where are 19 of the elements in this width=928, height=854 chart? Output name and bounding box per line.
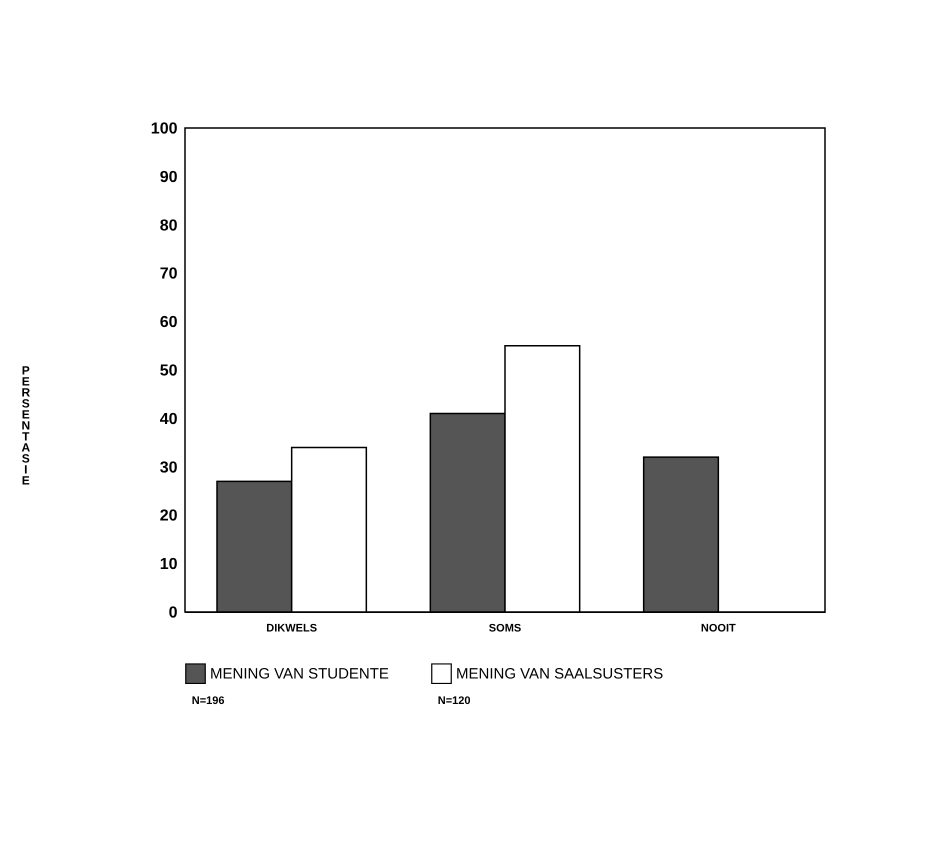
text: N=120 [438, 695, 470, 708]
x-tick-label: NOOIT [700, 622, 736, 634]
legend-label: MENING VAN SAALSUSTERS [456, 666, 664, 683]
text: N=196 [192, 695, 224, 708]
y-tick-label: 0 [168, 604, 178, 622]
text: PERSENTASIE [21, 364, 30, 488]
y-tick-label: 20 [160, 508, 178, 525]
x-tick-label: SOMS [488, 622, 522, 634]
y-tick-label: 80 [160, 217, 178, 234]
y-tick-label: 30 [160, 459, 178, 476]
legend-label: MENING VAN STUDENTE [210, 666, 389, 683]
y-tick-label: 40 [160, 410, 178, 428]
x-tick-label: DIKWELS [266, 622, 318, 634]
y-tick-label: 50 [160, 362, 178, 380]
y-tick-label: 100 [150, 120, 178, 138]
y-tick-label: 60 [160, 314, 178, 332]
y-tick-label: 10 [160, 556, 178, 574]
y-tick-label: 70 [160, 266, 178, 283]
y-tick-label: 90 [160, 168, 178, 186]
